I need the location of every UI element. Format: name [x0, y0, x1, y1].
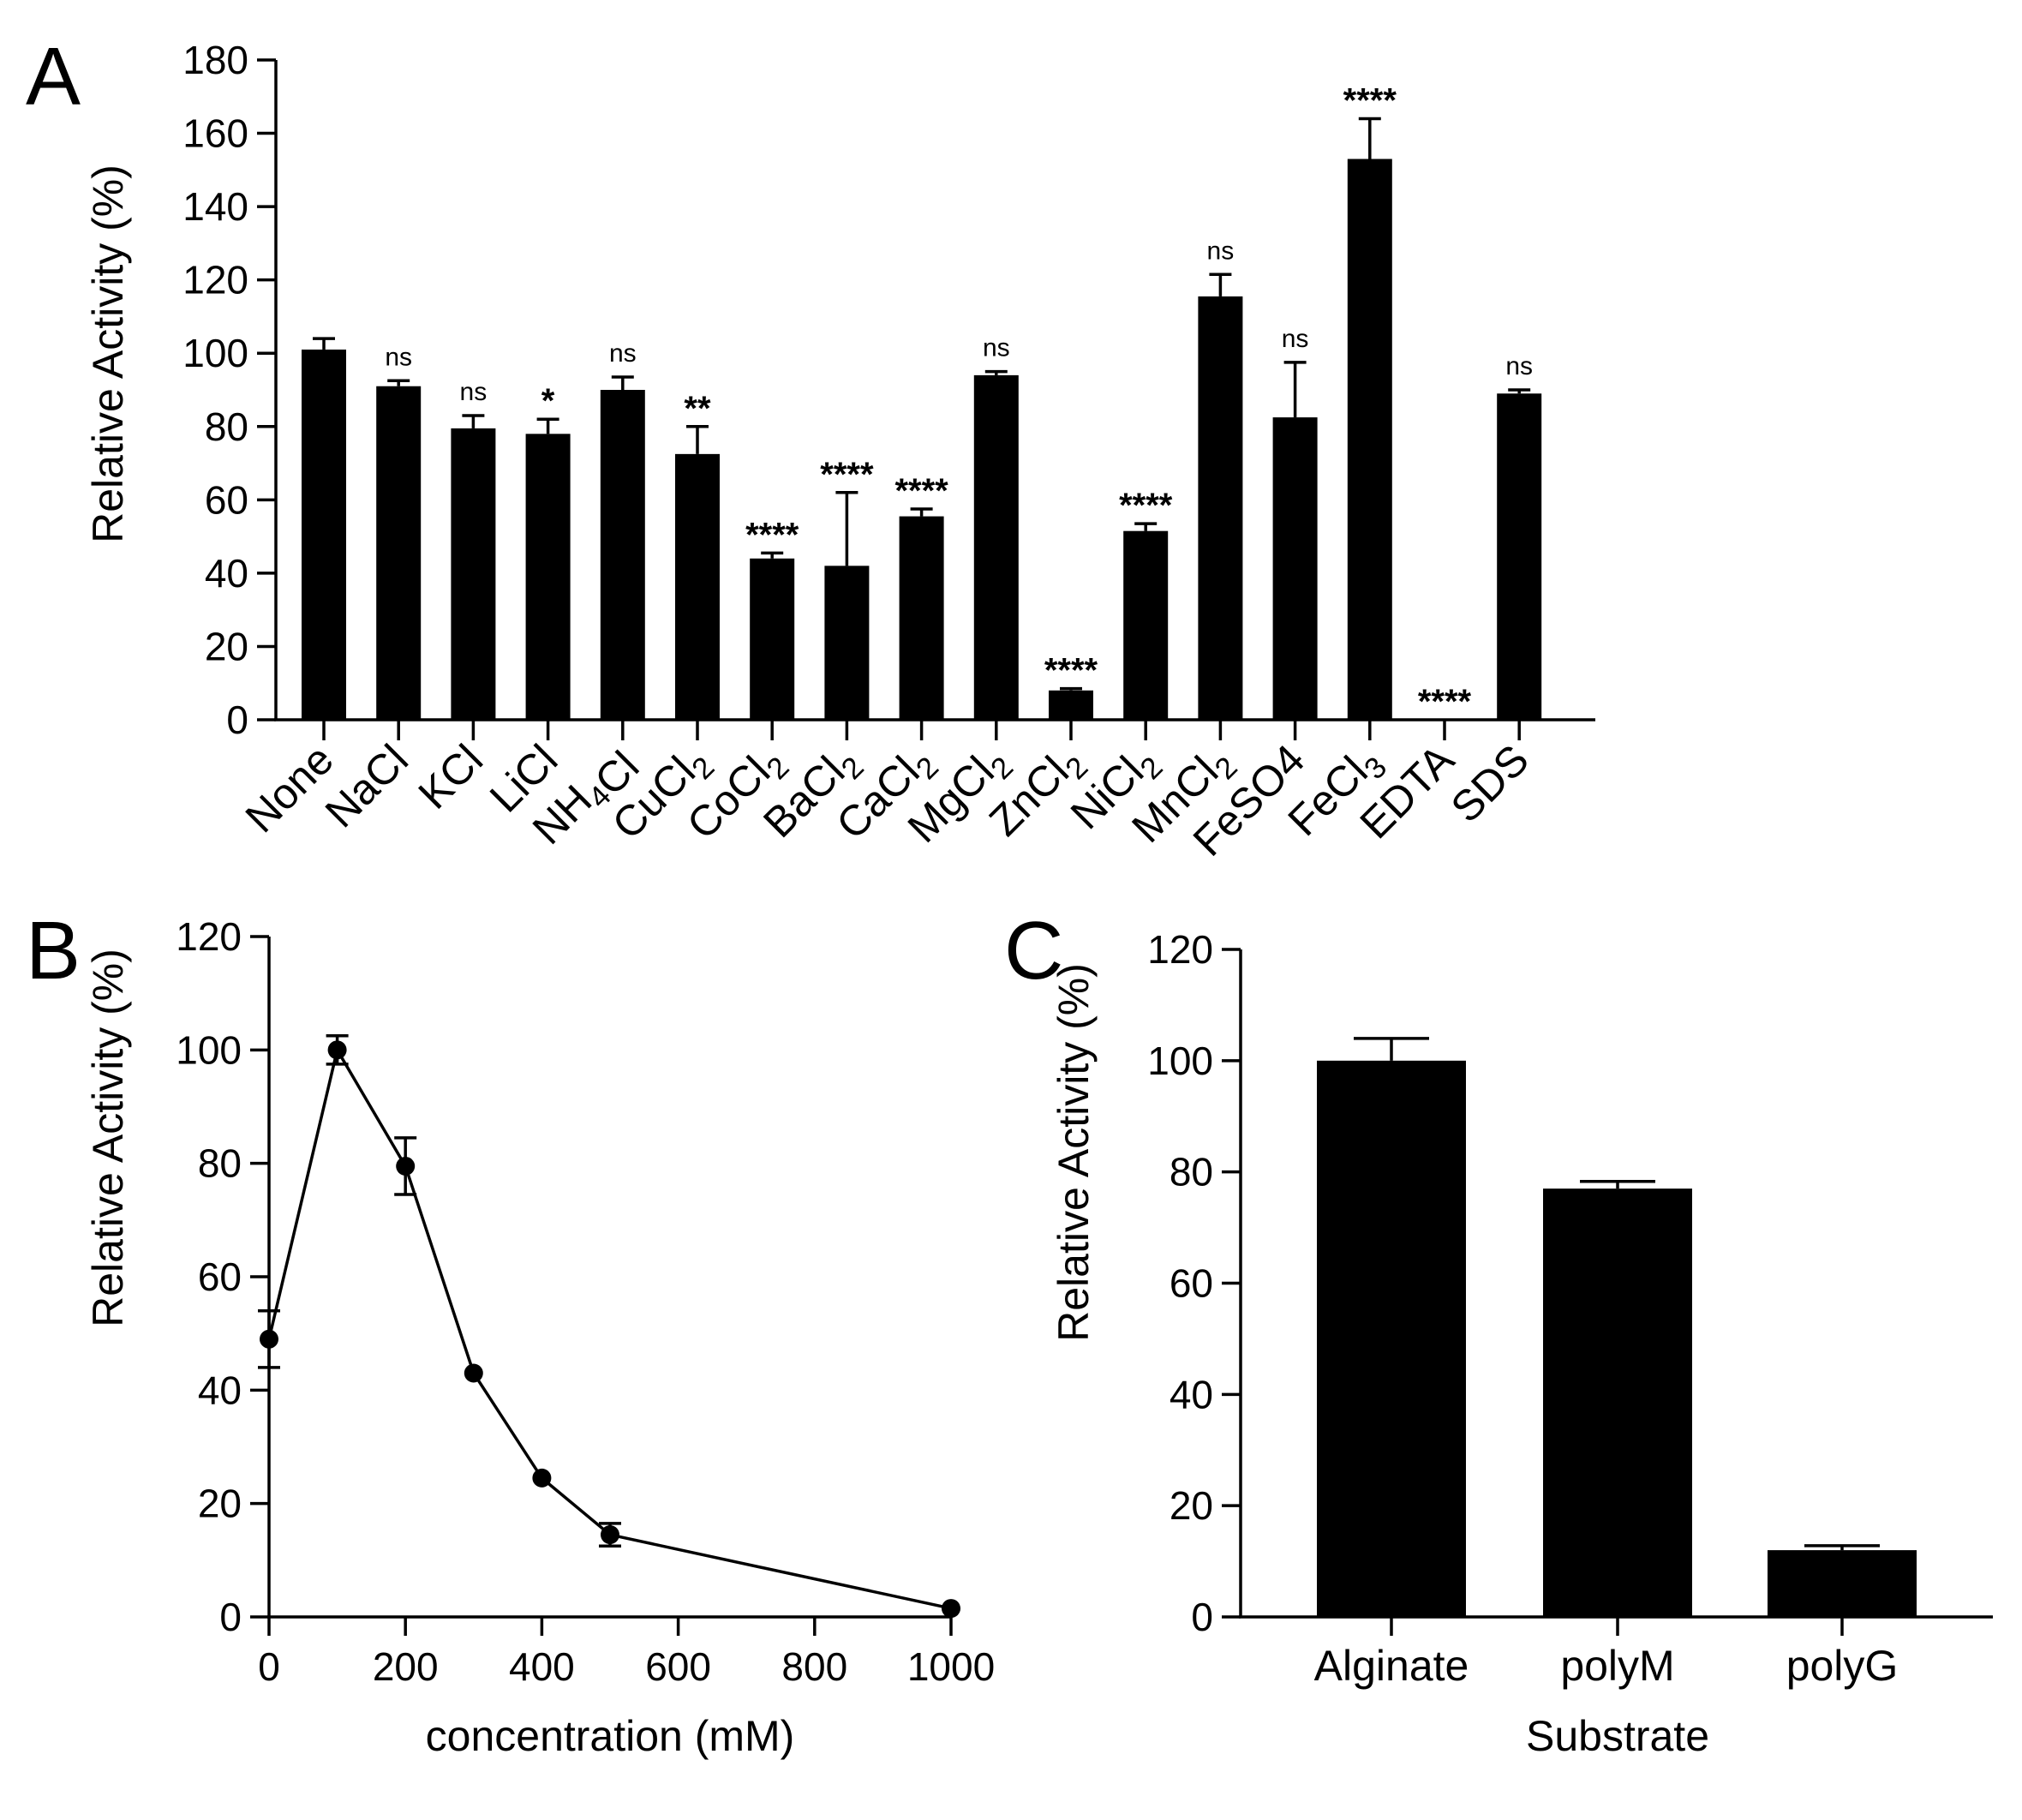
panel-c-x-axis-label: Substrate [1526, 1712, 1709, 1760]
panel-a-y-tick-label: 160 [182, 111, 248, 156]
panel-a-y-tick-label: 40 [205, 551, 248, 596]
panel-a-significance-label: **** [820, 456, 874, 494]
panel-b-data-point [942, 1599, 960, 1619]
panel-c-category-label: polyG [1786, 1642, 1899, 1690]
panel-a-bar [302, 349, 346, 720]
panel-a-y-tick-label: 80 [205, 404, 248, 449]
panel-a-bar [1049, 690, 1093, 720]
panel-a-y-tick-label: 140 [182, 184, 248, 229]
panel-b-y-tick-label: 20 [198, 1482, 242, 1526]
panel-a-y-tick-label: 0 [226, 697, 248, 742]
panel-a-y-tick-label: 20 [205, 624, 248, 668]
panel-a-y-tick-label: 120 [182, 258, 248, 302]
panel-a-y-tick-label: 100 [182, 331, 248, 375]
panel-a-bar [824, 566, 870, 720]
panel-a-significance-label: **** [1044, 652, 1098, 690]
panel-a-bar [451, 428, 496, 720]
panel-a-significance-label: ns [1282, 325, 1309, 353]
panel-b-data-point [327, 1040, 347, 1060]
panel-b-x-tick-label: 400 [509, 1644, 575, 1689]
panel-a-significance-label: **** [1418, 683, 1472, 721]
panel-c-category-label: polyM [1560, 1642, 1674, 1690]
panel-c-bar [1543, 1188, 1692, 1617]
panel-a-significance-label: ns [609, 339, 637, 368]
panel-a-significance-label: **** [745, 516, 799, 554]
panel-a-bar [750, 558, 795, 720]
panel-c-y-tick-label: 0 [1191, 1595, 1213, 1639]
panel-b-data-point [260, 1329, 278, 1349]
panel-c-y-tick-label: 20 [1170, 1483, 1213, 1528]
panel-a-bar [1497, 393, 1542, 720]
panel-b-data-point [464, 1363, 483, 1383]
panel-b-y-tick-label: 0 [219, 1595, 242, 1639]
panel-c-y-tick-label: 120 [1147, 927, 1213, 972]
panel-b-x-tick-label: 800 [781, 1644, 847, 1689]
panel-c-bar [1317, 1060, 1466, 1617]
panel-b-y-tick-label: 100 [176, 1027, 242, 1072]
panel-c-y-tick-label: 60 [1170, 1261, 1213, 1306]
panel-a-bar [1123, 530, 1169, 720]
panel-a-bar [525, 434, 571, 720]
panel-a-significance-label: ns [385, 343, 412, 371]
panel-letter-a: A [26, 31, 81, 123]
panel-a-significance-label: * [541, 382, 555, 420]
panel-a-significance-label: ns [983, 334, 1010, 362]
panel-a-significance-label: ns [1207, 236, 1235, 265]
panel-b-x-tick-label: 0 [258, 1644, 280, 1689]
panel-c-y-tick-label: 80 [1170, 1150, 1213, 1194]
panel-a-category-label: NaCl [316, 735, 417, 836]
panel-a-significance-label: **** [894, 472, 948, 510]
panel-b-y-axis-label: Relative Activity (%) [84, 949, 132, 1327]
panel-c-category-label: Alginate [1314, 1642, 1469, 1690]
panel-c-bar [1768, 1550, 1917, 1617]
panel-a-y-axis-label: Relative Activity (%) [84, 165, 132, 543]
panel-c-y-tick-label: 40 [1170, 1372, 1213, 1416]
panel-b-x-axis-label: concentration (mM) [426, 1712, 795, 1760]
chart-panel-a: A Relative Activity (%) 0 20 40 60 80 100 120 1… [26, 31, 1595, 865]
panel-a-category-label: KCl [410, 735, 493, 818]
chart-panel-b: B Relative Activity (%) concentration (m… [26, 905, 995, 1760]
panel-b-x-tick-label: 600 [645, 1644, 711, 1689]
panel-a-significance-label: ** [684, 390, 711, 428]
panel-b-x-tick-label: 200 [373, 1644, 439, 1689]
panel-a-significance-label: ns [460, 378, 488, 406]
panel-a-bar [376, 386, 422, 720]
panel-a-category-label: SDS [1442, 735, 1538, 831]
panel-b-y-tick-label: 80 [198, 1141, 242, 1186]
panel-b-data-point [396, 1156, 416, 1176]
panel-a-bar [973, 374, 1019, 720]
panel-a-category-label: None [236, 735, 343, 841]
panel-a-y-tick-label: 60 [205, 477, 248, 522]
panel-c-y-tick-label: 100 [1147, 1039, 1213, 1083]
panel-a-significance-label: **** [1119, 487, 1173, 524]
panel-letter-c: C [1004, 905, 1063, 997]
panel-a-bar [1347, 159, 1392, 720]
panel-a-bar [899, 516, 944, 720]
panel-a-bar [1198, 296, 1243, 720]
chart-panel-c: C Relative Activity (%) Substrate 0 20 40 6… [1004, 905, 1993, 1760]
panel-letter-b: B [26, 905, 81, 997]
panel-a-bar [675, 453, 720, 720]
panel-a-significance-label: **** [1343, 81, 1397, 119]
panel-b-y-tick-label: 60 [198, 1254, 242, 1299]
panel-b-y-tick-label: 120 [176, 914, 242, 959]
panel-b-x-tick-label: 1000 [907, 1644, 995, 1689]
panel-a-significance-label: ns [1505, 352, 1533, 380]
panel-b-data-point [601, 1525, 619, 1545]
panel-a-bar [1272, 417, 1318, 720]
panel-a-bar [600, 390, 645, 720]
panel-a-y-tick-label: 180 [182, 38, 248, 82]
panel-c-y-axis-label: Relative Activity (%) [1050, 963, 1098, 1342]
panel-b-y-tick-label: 40 [198, 1368, 242, 1412]
panel-b-data-point [532, 1468, 552, 1488]
